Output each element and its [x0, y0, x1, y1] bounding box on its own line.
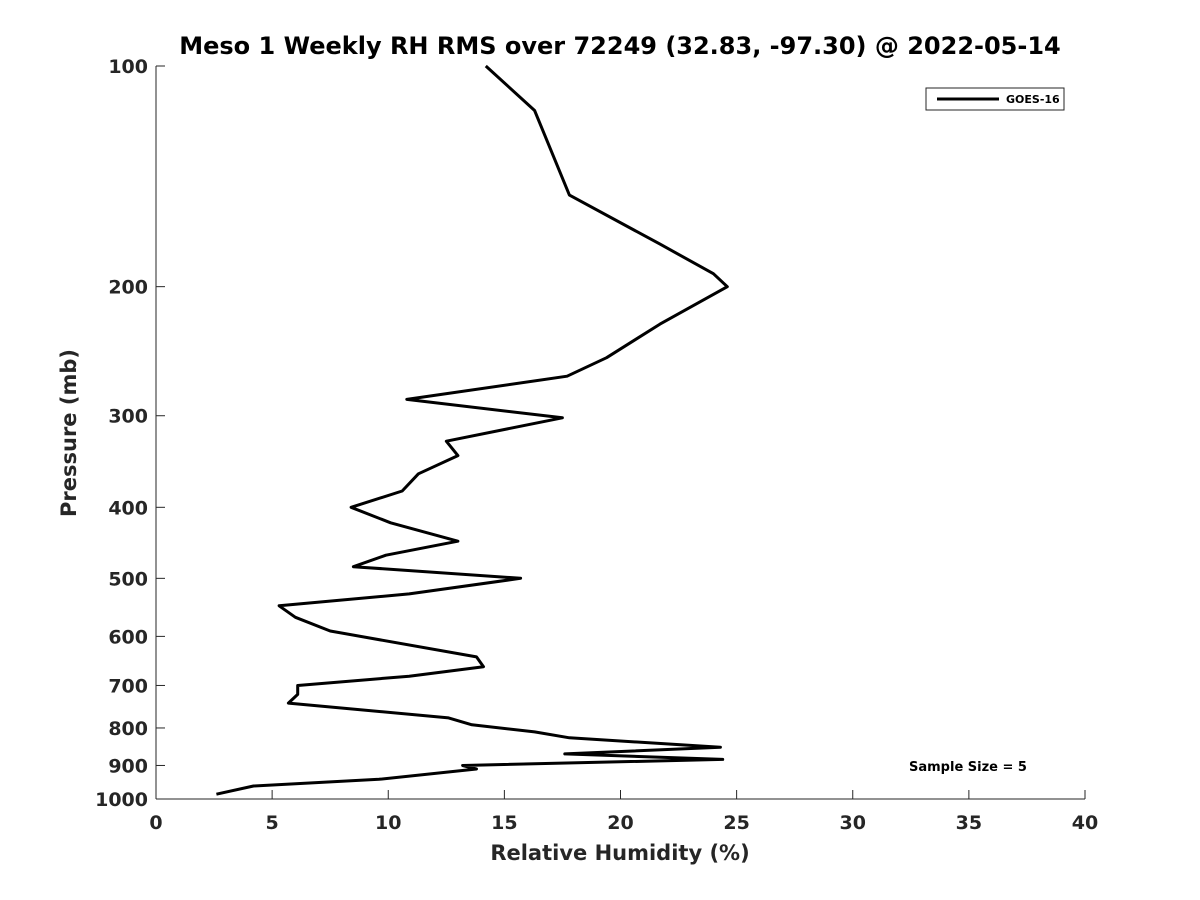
- x-axis-label: Relative Humidity (%): [490, 841, 749, 865]
- chart-title: Meso 1 Weekly RH RMS over 72249 (32.83, …: [179, 32, 1061, 60]
- y-tick-label: 400: [108, 497, 148, 519]
- y-tick-label: 800: [108, 718, 148, 740]
- legend: GOES-16: [925, 87, 1065, 111]
- x-axis-ticks: 0 5 10 15 20 25 30 35 40: [149, 790, 1098, 834]
- legend-label-goes-16: GOES-16: [1006, 93, 1060, 106]
- y-tick-label: 600: [108, 626, 148, 648]
- x-tick-label: 5: [266, 812, 279, 834]
- x-tick-label: 0: [149, 812, 162, 834]
- y-tick-label: 900: [108, 755, 148, 777]
- series-lines: [216, 64, 729, 796]
- y-axis-label: Pressure (mb): [57, 349, 81, 517]
- y-tick-label: 100: [108, 56, 148, 78]
- y-tick-label: 1000: [95, 789, 148, 811]
- y-tick-label: 700: [108, 675, 148, 697]
- sample-size-annotation: Sample Size = 5: [909, 760, 1027, 775]
- x-tick-label: 25: [723, 812, 749, 834]
- x-tick-label: 10: [375, 812, 401, 834]
- x-tick-label: 35: [956, 812, 982, 834]
- x-tick-label: 30: [840, 812, 866, 834]
- x-tick-label: 15: [491, 812, 517, 834]
- x-tick-label: 20: [607, 812, 633, 834]
- y-axis-ticks: 100 200 300 400 500 600 700 800 900 1000: [95, 56, 165, 811]
- y-tick-label: 500: [108, 568, 148, 590]
- series-line-goes-16: [216, 64, 729, 796]
- y-tick-label: 300: [108, 406, 148, 428]
- x-tick-label: 40: [1072, 812, 1098, 834]
- y-tick-label: 200: [108, 277, 148, 299]
